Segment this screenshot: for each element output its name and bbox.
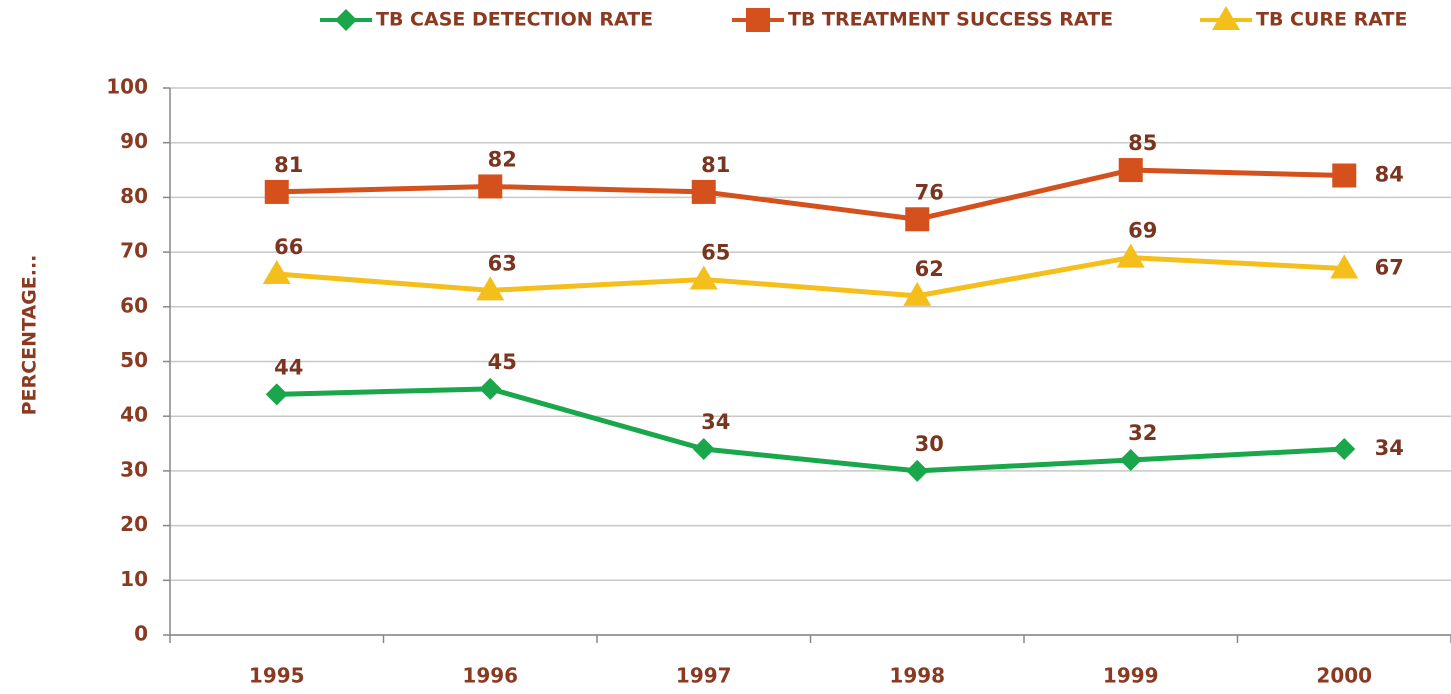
- y-tick-label: 60: [120, 293, 148, 317]
- y-tick-label: 100: [106, 75, 148, 99]
- y-tick-label: 10: [120, 567, 148, 591]
- data-label: 85: [1128, 131, 1157, 155]
- data-label: 65: [701, 240, 730, 264]
- data-label: 69: [1128, 219, 1157, 243]
- data-label: 34: [701, 410, 730, 434]
- legend-label: TB CURE RATE: [1256, 9, 1407, 31]
- y-tick-label: 20: [120, 512, 148, 536]
- data-label: 45: [488, 350, 517, 374]
- x-tick-label: 2000: [1316, 664, 1372, 688]
- data-label: 81: [274, 153, 303, 177]
- legend-label: TB TREATMENT SUCCESS RATE: [788, 9, 1113, 31]
- legend-marker: [1212, 6, 1240, 30]
- data-label: 32: [1128, 421, 1157, 445]
- series-line: [276, 386, 1345, 474]
- legend-marker: [746, 8, 770, 32]
- data-label: 30: [915, 432, 944, 456]
- y-tick-label: 0: [134, 622, 148, 646]
- data-label: 67: [1375, 256, 1404, 280]
- y-tick-label: 90: [120, 129, 148, 153]
- data-point: [478, 174, 503, 199]
- data-point: [1330, 254, 1359, 279]
- data-label: 66: [274, 235, 303, 259]
- data-point: [1116, 243, 1145, 268]
- data-point: [906, 459, 929, 482]
- x-tick-label: 1997: [676, 664, 732, 688]
- y-tick-label: 30: [120, 457, 148, 481]
- data-point: [1119, 448, 1142, 471]
- data-label: 82: [488, 147, 517, 171]
- data-label: 76: [915, 180, 944, 204]
- data-point: [1333, 438, 1356, 461]
- legend-marker: [335, 9, 357, 31]
- data-label: 62: [915, 257, 944, 281]
- y-tick-label: 70: [120, 239, 148, 263]
- y-tick-label: 50: [120, 348, 148, 372]
- x-tick-label: 1996: [462, 664, 518, 688]
- y-tick-label: 80: [120, 184, 148, 208]
- data-point: [479, 377, 502, 400]
- data-label: 44: [274, 355, 303, 379]
- data-point: [264, 179, 289, 204]
- data-point: [689, 265, 718, 290]
- data-label: 63: [488, 251, 517, 275]
- data-label: 81: [701, 153, 730, 177]
- data-point: [1118, 158, 1143, 183]
- data-point: [265, 383, 288, 406]
- data-point: [1332, 163, 1357, 188]
- data-point: [692, 438, 715, 461]
- series-line: [276, 255, 1345, 299]
- data-point: [691, 179, 716, 204]
- y-axis-title: PERCENTAGE...: [19, 255, 41, 416]
- legend-label: TB CASE DETECTION RATE: [376, 9, 653, 31]
- x-tick-label: 1999: [1103, 664, 1159, 688]
- x-tick-label: 1998: [889, 664, 945, 688]
- data-point: [262, 259, 291, 284]
- data-label: 34: [1375, 436, 1404, 460]
- y-tick-label: 40: [120, 403, 148, 427]
- series-line: [276, 167, 1345, 222]
- x-tick-label: 1995: [249, 664, 305, 688]
- data-label: 84: [1375, 163, 1404, 187]
- data-point: [905, 207, 930, 232]
- data-point: [903, 281, 932, 306]
- data-point: [476, 276, 505, 301]
